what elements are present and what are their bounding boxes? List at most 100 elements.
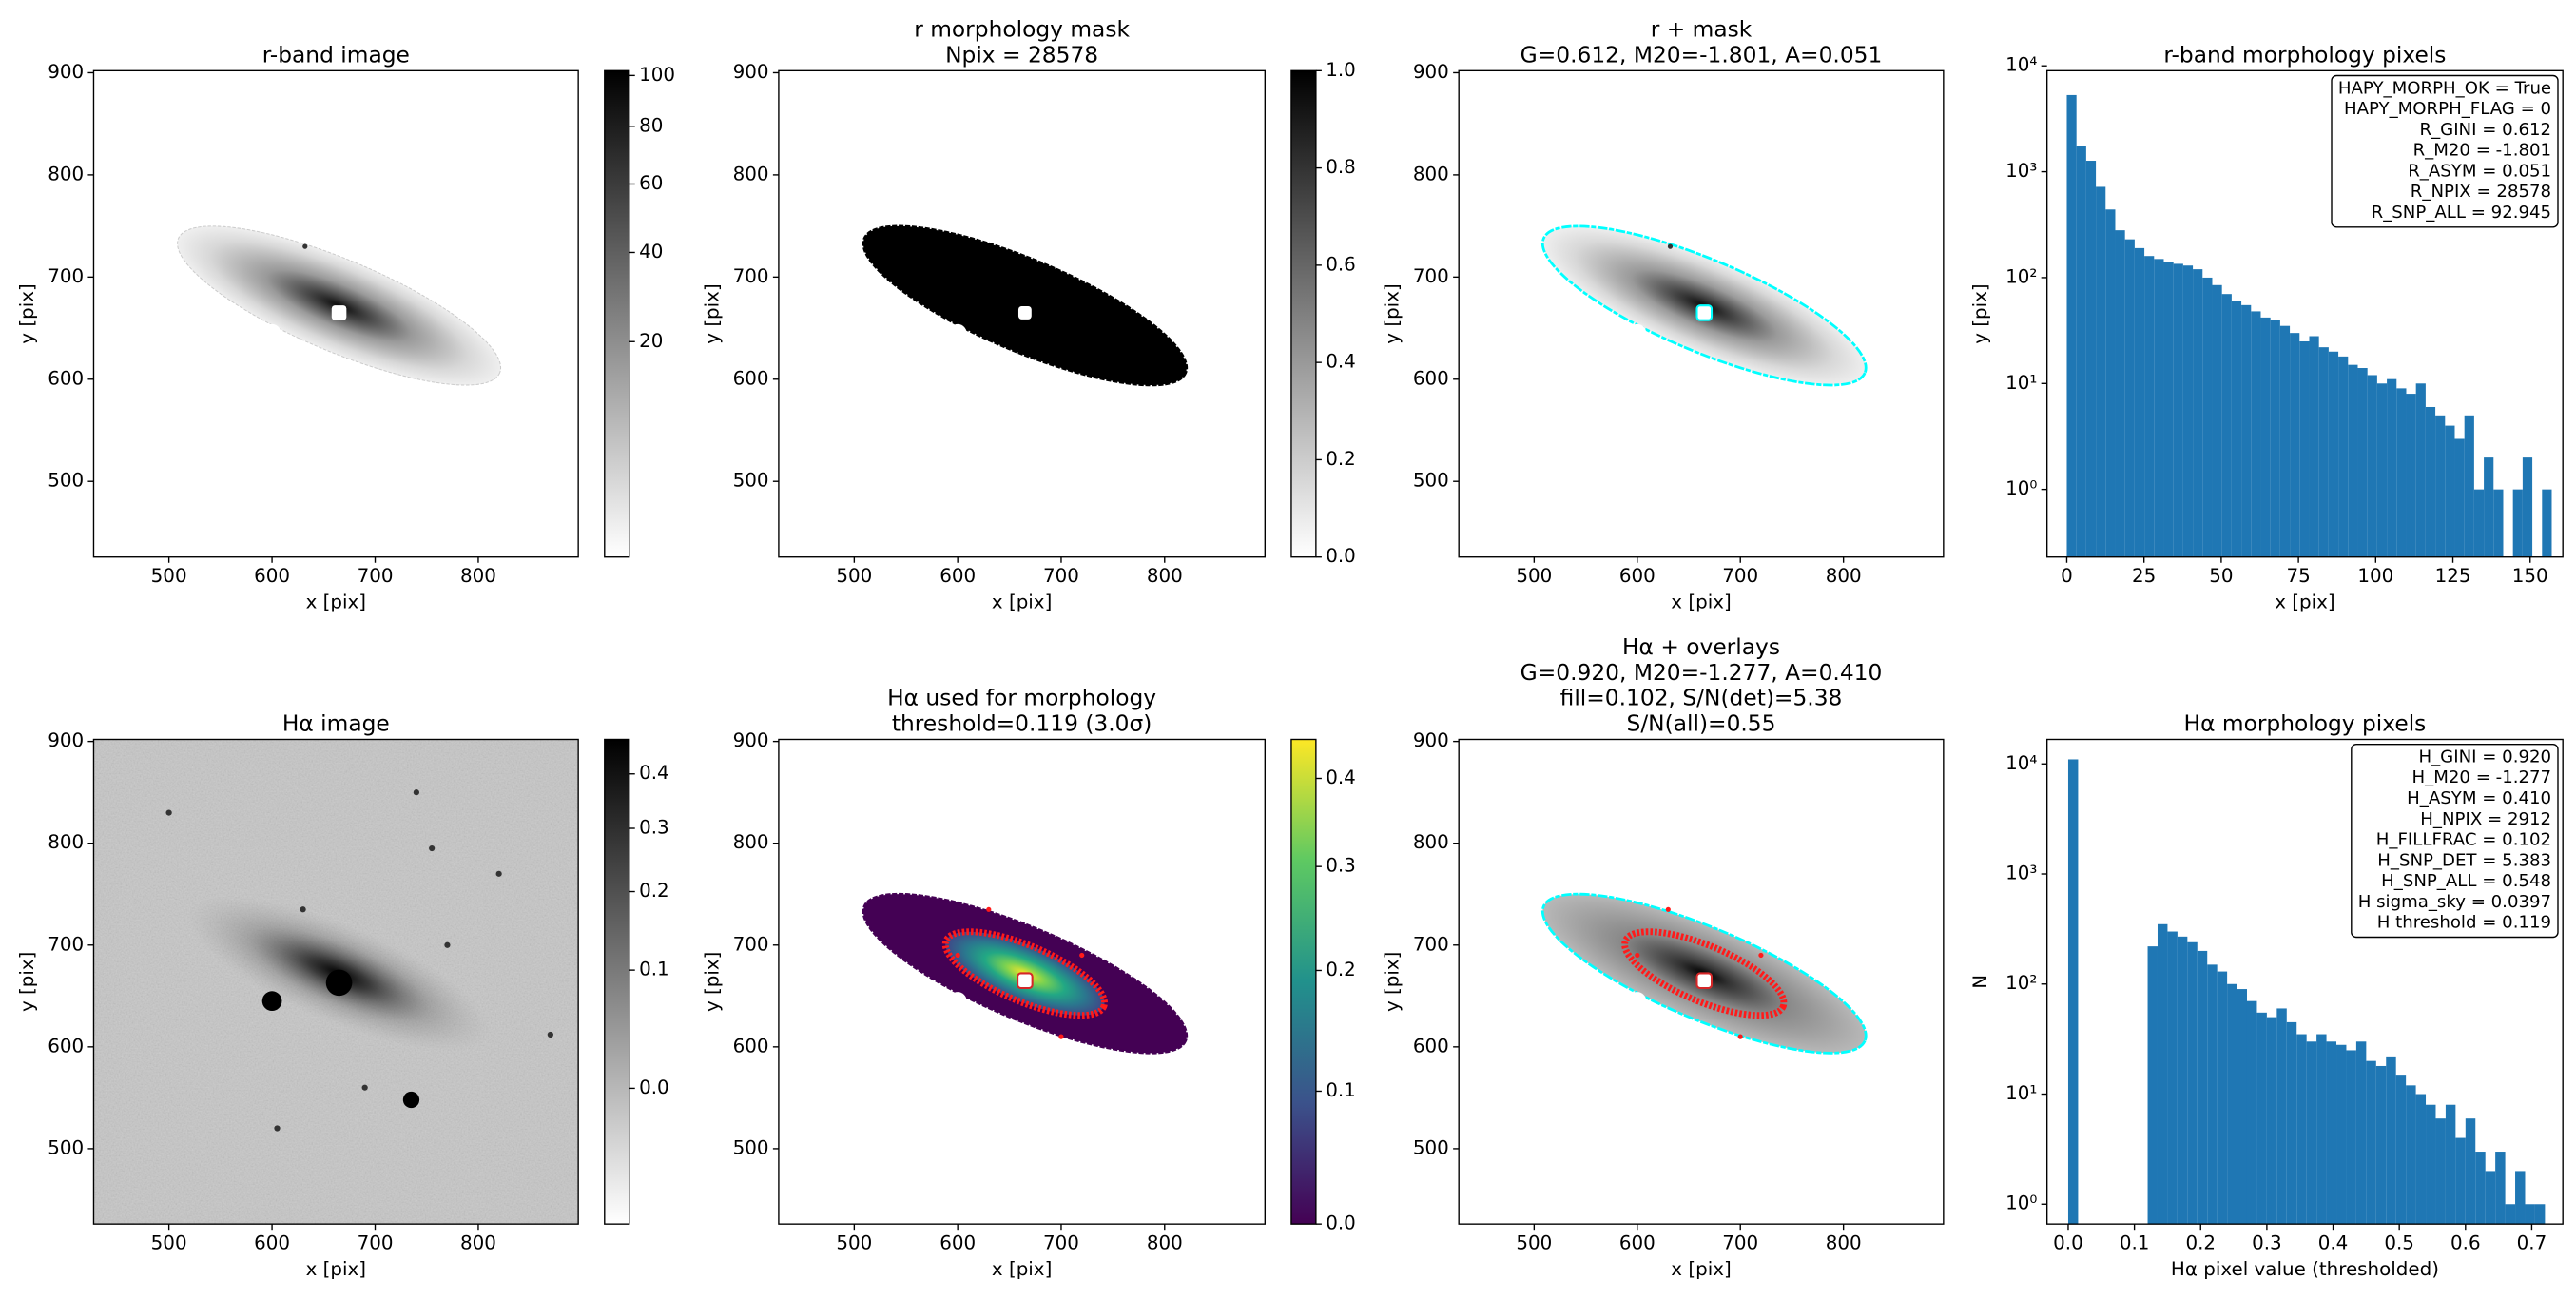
x-tick-label: 100 [2357, 565, 2393, 587]
y-axis-label: y [pix] [1969, 283, 1991, 343]
bar [2237, 989, 2247, 1225]
star [444, 941, 451, 948]
y-tick-label: 900 [48, 729, 84, 751]
bar [2326, 1041, 2337, 1225]
x-tick-label: 800 [1826, 1232, 1862, 1253]
axes-frame [1458, 738, 1945, 1225]
stats-line: H_SNP_DET = 5.383 [2377, 850, 2551, 870]
axes-frame [2045, 738, 2564, 1225]
y-tick-label: 900 [48, 61, 84, 83]
x-tick-label: 700 [358, 565, 394, 587]
star [547, 1031, 553, 1038]
masked-star [1628, 323, 1647, 342]
colorbar-tick-label: 0.0 [639, 1077, 669, 1098]
y-tick-label: 10¹ [2005, 1082, 2037, 1104]
bar [2338, 356, 2349, 557]
x-tick-label: 800 [1147, 1232, 1183, 1253]
y-tick-label: 500 [1413, 470, 1449, 492]
bar [2270, 320, 2280, 557]
bar [2066, 94, 2077, 557]
masked-star [948, 323, 967, 342]
x-axis-label: x [pix] [306, 1258, 366, 1280]
colorbar-tick-label: 0.8 [1326, 156, 1356, 178]
bar [2542, 489, 2552, 557]
colorbar-tick-label: 40 [639, 241, 663, 262]
bar [2177, 936, 2188, 1225]
x-tick-label: 0.3 [2252, 1232, 2282, 1253]
colorbar-tick-label: 0.0 [1326, 545, 1356, 567]
x-tick-label: 600 [1619, 565, 1656, 587]
star [302, 243, 308, 249]
bar [2505, 1204, 2516, 1225]
stats-line: H sigma_sky = 0.0397 [2358, 892, 2551, 912]
bar [2522, 457, 2533, 557]
bar [2217, 971, 2228, 1225]
stats-line: H threshold = 0.119 [2377, 913, 2551, 933]
bar [2085, 161, 2097, 557]
y-tick-label: 600 [48, 367, 84, 389]
x-axis-label: Hα pixel value (thresholded) [2171, 1258, 2439, 1280]
chart-title: fill=0.102, S/N(det)=5.38 [1560, 686, 1843, 711]
colorbar [604, 69, 630, 558]
y-axis-label: y [pix] [701, 952, 723, 1012]
chart-title: Hα + overlays [1622, 634, 1780, 660]
bar [2246, 1000, 2257, 1225]
center-marker [1017, 306, 1032, 320]
y-tick-label: 700 [733, 265, 769, 287]
colorbar-tick-label: 0.4 [639, 762, 669, 784]
x-tick-label: 700 [1043, 565, 1079, 587]
center-marker [1695, 972, 1714, 990]
plot-area [177, 225, 502, 386]
chart-title: threshold=0.119 (3.0σ) [892, 710, 1152, 736]
stats-line: H_SNP_ALL = 0.548 [2381, 871, 2551, 891]
mask [862, 224, 1189, 387]
x-tick-label: 500 [151, 565, 187, 587]
bar [2286, 1021, 2297, 1225]
y-tick-label: 600 [1413, 1035, 1449, 1057]
bar [2241, 304, 2252, 557]
bar [2415, 1094, 2427, 1225]
x-tick-label: 600 [254, 1232, 290, 1253]
bar [2485, 1171, 2496, 1225]
bar [2445, 425, 2455, 557]
stats-line: R_SNP_ALL = 92.945 [2372, 203, 2551, 223]
y-tick-label: 700 [1413, 265, 1449, 287]
bar [2316, 1034, 2327, 1225]
bar [2173, 263, 2183, 557]
stats-line: R_M20 = -1.801 [2413, 141, 2551, 161]
bar [2260, 317, 2271, 557]
bar [2426, 1104, 2436, 1225]
bar [2406, 1085, 2416, 1225]
bar [2464, 415, 2474, 557]
x-tick-label: 700 [1722, 1232, 1758, 1253]
x-tick-label: 0.2 [2185, 1232, 2216, 1253]
stats-line: R_ASYM = 0.051 [2408, 161, 2551, 181]
y-tick-label: 600 [733, 367, 769, 389]
star [413, 789, 420, 796]
y-tick-label: 10² [2005, 972, 2037, 994]
y-tick-label: 10¹ [2005, 372, 2037, 394]
bar [2134, 247, 2145, 557]
stats-line: HAPY_MORPH_OK = True [2338, 78, 2551, 98]
bar [2276, 1008, 2287, 1225]
bar [2406, 394, 2416, 557]
x-axis-label: x [pix] [1671, 592, 1731, 613]
x-tick-label: 600 [939, 1232, 976, 1253]
plot-area [2067, 759, 2546, 1225]
bar [2266, 1017, 2277, 1225]
y-axis-label: y [pix] [701, 283, 723, 343]
x-tick-label: 125 [2435, 565, 2471, 587]
bar [2348, 364, 2358, 557]
chart-title: Hα used for morphology [887, 686, 1156, 711]
y-axis-label: y [pix] [1382, 283, 1404, 343]
bar [2473, 489, 2485, 557]
colorbar [1290, 738, 1317, 1225]
axes-frame [2045, 69, 2564, 558]
bar [2495, 1152, 2506, 1225]
threshold-ring [941, 928, 1108, 1019]
bar [2067, 759, 2079, 1225]
stats-line: R_NPIX = 28578 [2411, 182, 2551, 202]
star [495, 870, 502, 877]
y-axis-label: y [pix] [16, 952, 38, 1012]
bar [2296, 1034, 2307, 1225]
